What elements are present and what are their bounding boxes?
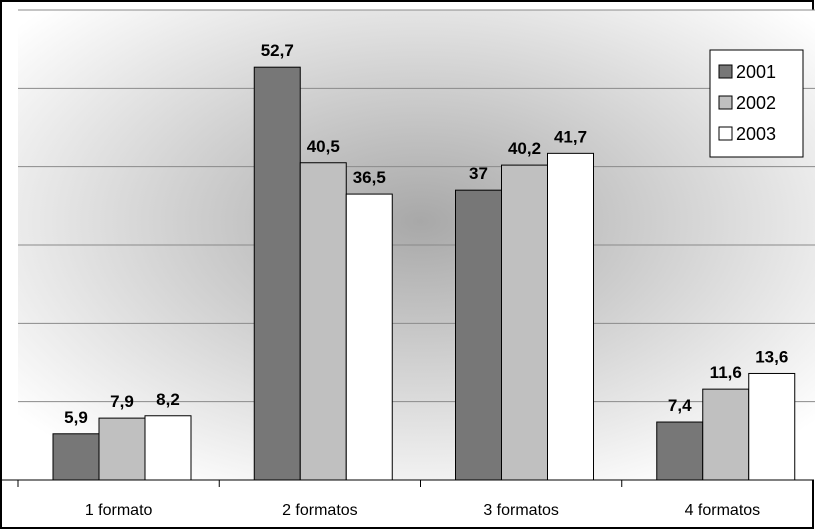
legend-label: 2001 (736, 62, 776, 82)
bar-2002-2 (299, 162, 347, 481)
data-label: 37 (469, 164, 488, 183)
legend-swatch-2002 (718, 95, 733, 110)
data-label: 36,5 (353, 168, 386, 187)
bar-2002-1 (98, 417, 146, 481)
data-label: 11,6 (710, 363, 742, 382)
bar-2003-1 (144, 415, 192, 481)
x-tick-label: 4 formatos (685, 502, 761, 519)
legend-swatch-2003 (718, 126, 733, 141)
legend-label: 2002 (736, 93, 776, 113)
bar-2003-4 (748, 372, 796, 481)
gridlines (18, 9, 815, 403)
data-label: 40,5 (307, 137, 340, 156)
data-label: 52,7 (261, 41, 294, 60)
bar-2002-3 (501, 164, 548, 481)
bar-2002-4 (702, 388, 750, 481)
data-label: 41,7 (554, 127, 587, 146)
legend-swatch-2001 (718, 64, 733, 79)
bar-2001-1 (52, 433, 100, 481)
legend-label: 2003 (736, 124, 776, 144)
data-label: 5,9 (64, 408, 88, 427)
data-label: 8,2 (156, 390, 180, 409)
bar-2001-3 (455, 189, 502, 481)
bar-2003-3 (547, 152, 594, 481)
x-tick-label: 1 formato (85, 502, 153, 519)
bar-2003-2 (345, 193, 393, 481)
bar-2001-2 (253, 66, 301, 481)
data-label: 40,2 (508, 139, 541, 158)
data-label: 13,6 (755, 347, 788, 366)
data-label: 7,4 (668, 396, 692, 415)
bars (52, 66, 796, 481)
bar-2001-4 (656, 421, 704, 481)
data-label: 7,9 (110, 392, 134, 411)
data-labels: 5,9 52,7 37 7,4 7,9 40,5 40,2 11,6 8,2 36,5 41,7 13… (64, 41, 788, 427)
legend: 2001 2002 2003 (709, 49, 804, 158)
x-axis: 1 formato 2 formatos 3 formatos 4 formatos (1, 479, 814, 519)
x-tick-label: 3 formatos (483, 502, 559, 519)
x-tick-label: 2 formatos (282, 502, 358, 519)
